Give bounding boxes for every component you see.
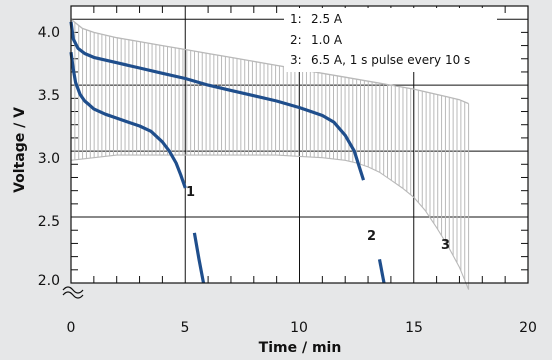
legend-num-1: 1:: [290, 12, 302, 26]
x-tick-label: 10: [290, 320, 308, 336]
series-2-label: 2: [367, 229, 376, 244]
series-3-upper-envelope: [70, 18, 469, 105]
x-tick-label: 0: [67, 320, 76, 336]
legend-entry-3: 6.5 A, 1 s pulse every 10 s: [311, 53, 470, 67]
y-tick-label: 2.5: [38, 214, 60, 230]
series-1-label: 1: [186, 185, 195, 200]
y-tick-label: 3.0: [38, 151, 60, 167]
x-tick-label: 15: [405, 320, 423, 336]
legend: 1: 2.5 A 2: 1.0 A 3: 6.5 A, 1 s pulse ev…: [284, 8, 497, 72]
y-tick-label: 4.0: [38, 25, 60, 41]
legend-entry-2: 1.0 A: [311, 33, 343, 47]
series-2-curve: [377, 259, 386, 284]
plot-frame: [70, 5, 529, 284]
x-axis-title: Time / min: [259, 340, 342, 356]
series-2-curve: [69, 21, 366, 181]
series-1-curve: [192, 232, 206, 284]
legend-num-3: 3:: [290, 53, 302, 67]
y-tick-label: 3.5: [38, 88, 60, 104]
series-3-label: 3: [441, 238, 450, 253]
y-axis-title: Voltage / V: [12, 107, 28, 193]
axis-break-icon: [62, 284, 84, 299]
legend-num-2: 2:: [290, 33, 302, 47]
legend-box: [284, 8, 497, 72]
y-tick-label: 2.0: [38, 273, 60, 289]
x-tick-label: 5: [181, 320, 190, 336]
series-1-curve: [69, 51, 187, 189]
series-3-lower-envelope: [70, 154, 470, 290]
x-tick-label: 20: [519, 320, 537, 336]
discharge-curves: [69, 21, 386, 284]
legend-entry-1: 2.5 A: [311, 12, 343, 26]
